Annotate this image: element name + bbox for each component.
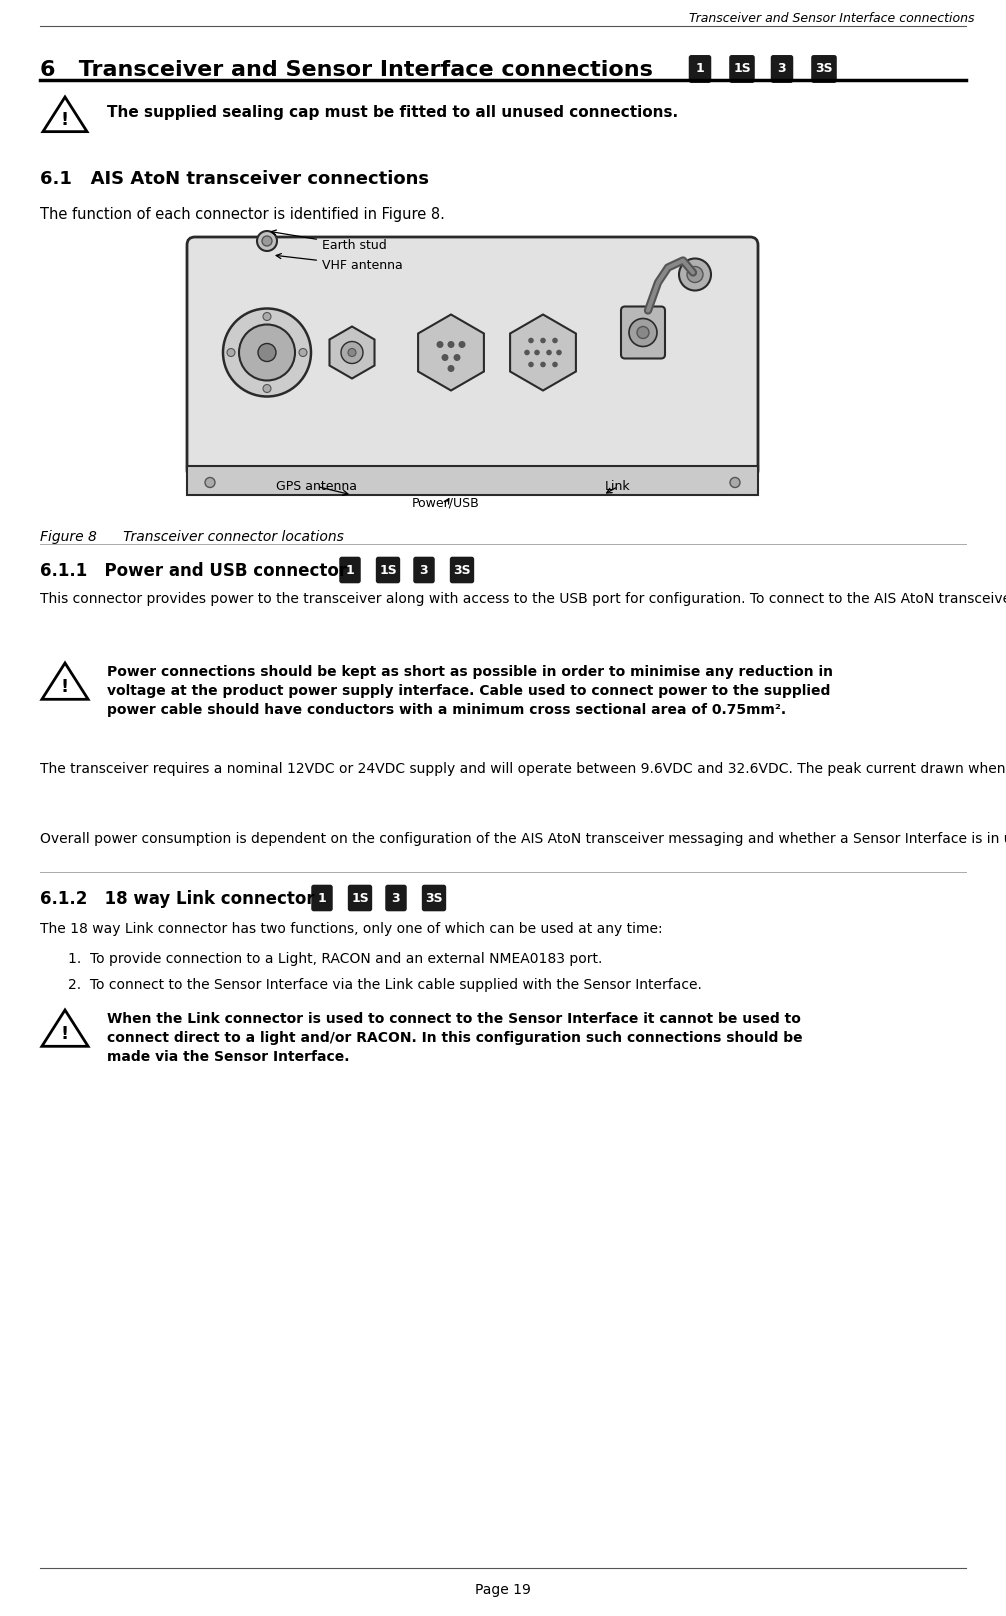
FancyBboxPatch shape: [422, 884, 447, 911]
Text: !: !: [61, 679, 69, 696]
Circle shape: [437, 341, 444, 347]
Polygon shape: [330, 326, 374, 378]
Text: Link: Link: [606, 480, 631, 493]
FancyBboxPatch shape: [621, 307, 665, 359]
FancyBboxPatch shape: [413, 556, 435, 583]
Circle shape: [227, 349, 235, 357]
FancyBboxPatch shape: [311, 884, 333, 911]
Text: GPS antenna: GPS antenna: [277, 480, 357, 494]
Bar: [187, 465, 758, 494]
Circle shape: [341, 341, 363, 364]
FancyBboxPatch shape: [811, 55, 837, 82]
FancyBboxPatch shape: [339, 556, 361, 583]
Text: 3: 3: [778, 63, 787, 76]
Text: VHF antenna: VHF antenna: [277, 254, 402, 271]
Text: 1: 1: [695, 63, 704, 76]
Text: This connector provides power to the transceiver along with access to the USB po: This connector provides power to the tra…: [40, 591, 1006, 606]
Text: 3: 3: [391, 892, 400, 905]
FancyBboxPatch shape: [385, 884, 406, 911]
FancyBboxPatch shape: [187, 238, 758, 478]
Text: 1.  To provide connection to a Light, RACON and an external NMEA0183 port.: 1. To provide connection to a Light, RAC…: [68, 952, 603, 966]
Circle shape: [257, 231, 277, 250]
Text: Power/USB: Power/USB: [412, 498, 480, 511]
Circle shape: [540, 362, 546, 367]
Circle shape: [454, 354, 461, 360]
Circle shape: [348, 349, 356, 357]
Circle shape: [629, 318, 657, 346]
FancyBboxPatch shape: [729, 55, 754, 82]
Circle shape: [552, 362, 557, 367]
Circle shape: [263, 312, 271, 320]
Circle shape: [263, 385, 271, 393]
Text: 1S: 1S: [733, 63, 750, 76]
Text: 1: 1: [346, 564, 354, 577]
Text: 3S: 3S: [426, 892, 443, 905]
Text: When the Link connector is used to connect to the Sensor Interface it cannot be : When the Link connector is used to conne…: [107, 1012, 803, 1063]
Circle shape: [556, 349, 561, 356]
Circle shape: [262, 236, 272, 246]
Text: 6.1.2   18 way Link connector: 6.1.2 18 way Link connector: [40, 890, 315, 908]
Text: 6   Transceiver and Sensor Interface connections: 6 Transceiver and Sensor Interface conne…: [40, 60, 653, 81]
Polygon shape: [42, 1010, 89, 1046]
Circle shape: [687, 267, 703, 283]
Text: 1S: 1S: [351, 892, 369, 905]
Circle shape: [552, 338, 557, 343]
Text: Power connections should be kept as short as possible in order to minimise any r: Power connections should be kept as shor…: [107, 666, 833, 718]
Circle shape: [448, 341, 455, 347]
Text: The transceiver requires a nominal 12VDC or 24VDC supply and will operate betwee: The transceiver requires a nominal 12VDC…: [40, 763, 1006, 776]
Circle shape: [205, 477, 215, 488]
Circle shape: [534, 349, 540, 356]
Text: 1S: 1S: [379, 564, 397, 577]
Circle shape: [730, 477, 740, 488]
Text: !: !: [61, 112, 69, 129]
Circle shape: [679, 259, 711, 291]
Circle shape: [637, 326, 649, 338]
Circle shape: [524, 349, 530, 356]
Polygon shape: [42, 663, 89, 700]
Text: 2.  To connect to the Sensor Interface via the Link cable supplied with the Sens: 2. To connect to the Sensor Interface vi…: [68, 978, 702, 992]
Text: 6.1   AIS AtoN transceiver connections: 6.1 AIS AtoN transceiver connections: [40, 170, 429, 187]
Circle shape: [546, 349, 552, 356]
FancyBboxPatch shape: [376, 556, 400, 583]
Circle shape: [239, 325, 295, 380]
Circle shape: [442, 354, 449, 360]
Text: 1: 1: [318, 892, 326, 905]
Polygon shape: [510, 315, 575, 391]
FancyBboxPatch shape: [689, 55, 711, 82]
Text: 6.1.1   Power and USB connector: 6.1.1 Power and USB connector: [40, 562, 347, 580]
Circle shape: [459, 341, 466, 347]
FancyBboxPatch shape: [450, 556, 474, 583]
Circle shape: [540, 338, 546, 343]
Circle shape: [528, 362, 534, 367]
Text: Overall power consumption is dependent on the configuration of the AIS AtoN tran: Overall power consumption is dependent o…: [40, 832, 1006, 847]
Circle shape: [448, 365, 455, 372]
Text: 3: 3: [420, 564, 429, 577]
Circle shape: [258, 344, 276, 362]
Polygon shape: [418, 315, 484, 391]
FancyBboxPatch shape: [771, 55, 794, 82]
Circle shape: [223, 309, 311, 396]
Polygon shape: [43, 97, 88, 131]
Text: The function of each connector is identified in Figure 8.: The function of each connector is identi…: [40, 207, 445, 221]
Text: 3S: 3S: [453, 564, 471, 577]
Text: !: !: [61, 1025, 69, 1044]
Text: Transceiver and Sensor Interface connections: Transceiver and Sensor Interface connect…: [689, 11, 975, 24]
Circle shape: [528, 338, 534, 343]
FancyBboxPatch shape: [348, 884, 372, 911]
Text: Page 19: Page 19: [475, 1584, 531, 1597]
Text: 3S: 3S: [815, 63, 833, 76]
Text: Earth stud: Earth stud: [272, 229, 386, 252]
Text: The supplied sealing cap must be fitted to all unused connections.: The supplied sealing cap must be fitted …: [107, 105, 678, 120]
Text: The 18 way Link connector has two functions, only one of which can be used at an: The 18 way Link connector has two functi…: [40, 923, 663, 936]
Text: Figure 8      Transceiver connector locations: Figure 8 Transceiver connector locations: [40, 530, 344, 545]
Circle shape: [299, 349, 307, 357]
